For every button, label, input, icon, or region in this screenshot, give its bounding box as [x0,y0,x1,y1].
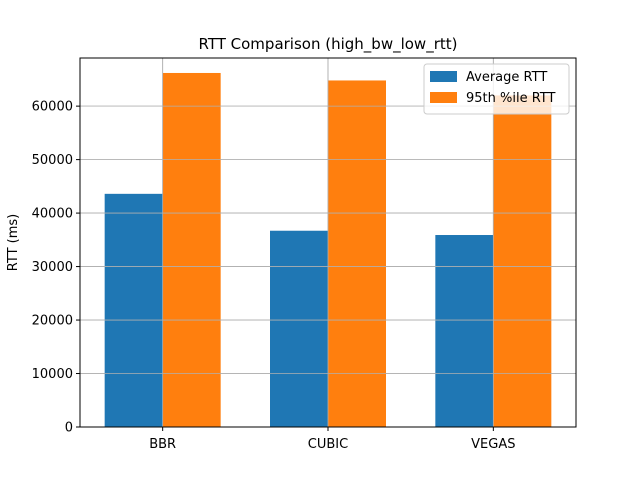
y-tick-label: 20000 [32,314,73,329]
y-tick-label: 0 [65,421,73,436]
chart-title: RTT Comparison (high_bw_low_rtt) [199,35,458,54]
x-tick-label: VEGAS [471,437,515,452]
y-tick-label: 10000 [32,367,73,382]
bar-average-rtt [104,193,163,427]
y-tick-label: 60000 [32,100,73,115]
bar-95th-percentile-rtt [162,72,221,428]
ticks-layer: 0 10000 20000 30000 40000 50000 60000 BBR CUBIC V… [32,100,516,452]
legend-entry-label: Average RTT [466,70,547,85]
legend-swatch [430,92,457,103]
y-tick-label: 50000 [32,153,73,168]
bar-average-rtt [270,230,328,427]
x-tick-label: CUBIC [308,437,348,452]
legend-entry-label: 95th %ile RTT [466,91,556,106]
bar-average-rtt [435,235,494,427]
legend: Average RTT 95th %ile RTT [423,63,570,115]
x-tick-label: BBR [149,437,176,452]
y-tick-label: 40000 [32,207,73,222]
legend-swatch [430,71,457,82]
bar-95th-percentile-rtt [328,80,386,427]
legend-box [423,63,570,115]
y-axis-label: RTT (ms) [6,214,21,271]
bars-layer [80,58,576,428]
bar-95th-percentile-rtt [493,95,552,427]
y-tick-label: 30000 [32,260,73,275]
